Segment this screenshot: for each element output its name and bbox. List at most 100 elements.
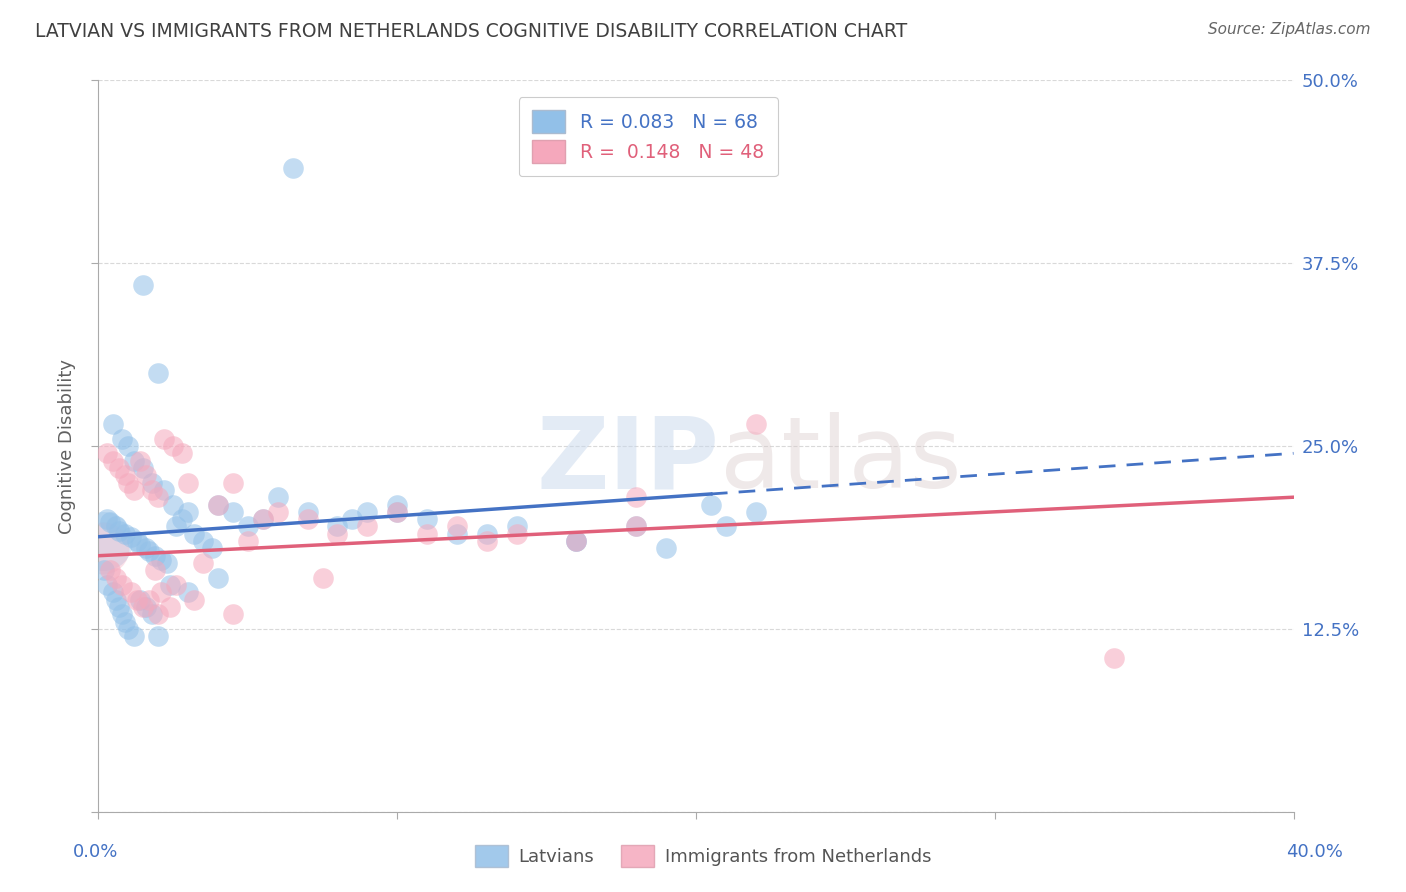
Text: Source: ZipAtlas.com: Source: ZipAtlas.com xyxy=(1208,22,1371,37)
Point xyxy=(165,519,187,533)
Point xyxy=(120,530,142,544)
Point xyxy=(117,622,139,636)
Point xyxy=(446,526,468,541)
Point xyxy=(114,615,136,629)
Point xyxy=(385,505,409,519)
Point xyxy=(143,563,166,577)
Point xyxy=(127,592,149,607)
Point xyxy=(141,607,163,622)
Point xyxy=(141,483,163,497)
Text: 40.0%: 40.0% xyxy=(1286,843,1343,861)
Point xyxy=(129,592,152,607)
Point xyxy=(111,432,134,446)
Point xyxy=(172,446,194,460)
Point xyxy=(177,475,200,490)
Text: LATVIAN VS IMMIGRANTS FROM NETHERLANDS COGNITIVE DISABILITY CORRELATION CHART: LATVIAN VS IMMIGRANTS FROM NETHERLANDS C… xyxy=(35,22,907,41)
Point xyxy=(1104,651,1126,665)
Point xyxy=(281,161,304,175)
Point xyxy=(172,512,194,526)
Point xyxy=(153,432,176,446)
Point xyxy=(108,599,131,614)
Point xyxy=(132,278,155,293)
Point xyxy=(156,556,179,570)
Point xyxy=(655,541,678,556)
Point xyxy=(96,446,118,460)
Point xyxy=(626,490,648,504)
Legend: Latvians, Immigrants from Netherlands: Latvians, Immigrants from Netherlands xyxy=(468,838,938,874)
Point xyxy=(252,512,274,526)
Point xyxy=(475,526,498,541)
Point xyxy=(506,526,529,541)
Point xyxy=(311,571,333,585)
Point xyxy=(108,461,131,475)
Point xyxy=(120,585,142,599)
Point xyxy=(135,599,157,614)
Point xyxy=(714,519,737,533)
Point xyxy=(700,498,723,512)
Text: atlas: atlas xyxy=(720,412,962,509)
Point xyxy=(267,505,290,519)
Point xyxy=(252,512,274,526)
Text: 0.0%: 0.0% xyxy=(73,843,118,861)
Point xyxy=(356,519,378,533)
Point xyxy=(103,585,125,599)
Point xyxy=(111,607,134,622)
Point xyxy=(183,592,205,607)
Point xyxy=(96,578,118,592)
Point xyxy=(356,505,378,519)
Point xyxy=(150,585,173,599)
Point xyxy=(191,556,214,570)
Point xyxy=(159,599,181,614)
Point xyxy=(91,534,114,549)
Point xyxy=(222,475,245,490)
Point xyxy=(103,417,125,431)
Y-axis label: Cognitive Disability: Cognitive Disability xyxy=(58,359,76,533)
Point xyxy=(565,534,588,549)
Point xyxy=(162,498,184,512)
Point xyxy=(91,541,114,556)
Point xyxy=(416,526,439,541)
Point xyxy=(297,512,319,526)
Point xyxy=(565,534,588,549)
Point xyxy=(98,563,122,577)
Point xyxy=(565,534,588,549)
Point xyxy=(103,453,125,467)
Point xyxy=(105,592,128,607)
Point xyxy=(124,483,146,497)
Point xyxy=(222,505,245,519)
Point xyxy=(177,505,200,519)
Point xyxy=(385,498,409,512)
Point xyxy=(191,534,214,549)
Point xyxy=(150,553,173,567)
Point xyxy=(745,505,768,519)
Point xyxy=(745,417,768,431)
Point xyxy=(96,512,118,526)
Point xyxy=(159,578,181,592)
Point xyxy=(342,512,364,526)
Point xyxy=(135,541,157,556)
Point xyxy=(326,519,349,533)
Point xyxy=(148,607,170,622)
Point xyxy=(148,366,170,380)
Point xyxy=(129,453,152,467)
Point xyxy=(124,453,146,467)
Point xyxy=(446,519,468,533)
Point xyxy=(153,483,176,497)
Point xyxy=(135,468,157,483)
Point xyxy=(222,607,245,622)
Point xyxy=(297,505,319,519)
Point xyxy=(138,592,160,607)
Point xyxy=(105,519,128,533)
Point xyxy=(207,571,229,585)
Point xyxy=(201,541,224,556)
Point xyxy=(326,526,349,541)
Point xyxy=(148,629,170,643)
Point xyxy=(114,526,136,541)
Text: ZIP: ZIP xyxy=(537,412,720,509)
Point xyxy=(98,515,122,529)
Point xyxy=(165,578,187,592)
Point xyxy=(475,534,498,549)
Point xyxy=(162,439,184,453)
Point xyxy=(506,519,529,533)
Point xyxy=(183,526,205,541)
